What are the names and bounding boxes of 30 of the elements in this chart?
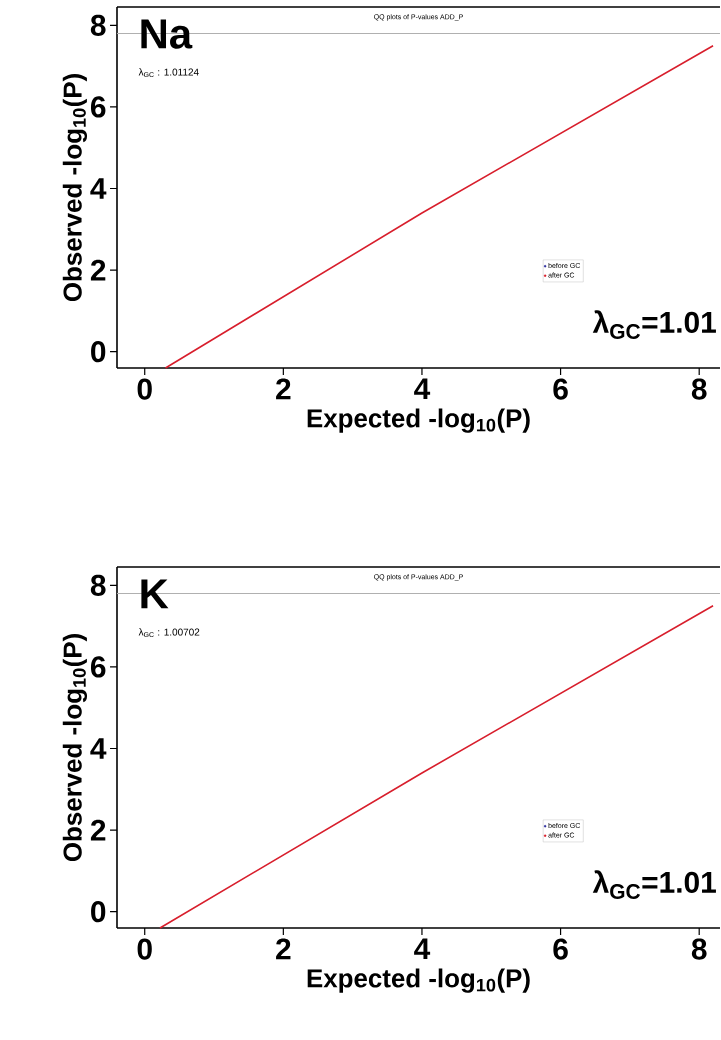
annotation: λ$_{GC}$=1.01 <box>592 310 717 339</box>
y-tick-label: 2 <box>91 259 106 281</box>
x-tick-label: 8 <box>691 378 707 400</box>
x-tick-label: 8 <box>691 938 707 960</box>
annotation: Na <box>141 19 193 49</box>
x-axis-title: Expected -log$_{10}$(P) <box>307 968 530 993</box>
y-tick-label: 0 <box>91 341 106 363</box>
y-tick-label: 8 <box>90 574 106 596</box>
x-tick-label: 4 <box>414 938 431 960</box>
y-tick-label: 0 <box>91 901 106 923</box>
x-tick-label: 2 <box>276 938 291 960</box>
annotation: K <box>141 579 169 609</box>
y-tick-label: 8 <box>90 14 106 36</box>
y-tick-label: 2 <box>91 819 106 841</box>
y-tick-label: 6 <box>91 96 106 118</box>
annotation: λ$_{GC}$=1.01 <box>592 870 717 899</box>
y-tick-label: 4 <box>90 738 107 759</box>
y-axis-title: Observed -log$_{10}$(P) <box>62 634 88 862</box>
x-tick-label: 6 <box>553 378 568 400</box>
annotation: λ$_{GC}$ : 1.00702 <box>138 628 200 638</box>
x-tick-label: 0 <box>137 378 152 400</box>
y-axis-title: Observed -log$_{10}$(P) <box>62 74 88 302</box>
x-tick-label: 2 <box>276 378 291 400</box>
x-tick-label: 4 <box>414 378 431 400</box>
x-tick-label: 0 <box>137 938 152 960</box>
annotation: λ$_{GC}$ : 1.01124 <box>138 68 199 78</box>
y-tick-label: 4 <box>90 178 107 199</box>
y-tick-label: 6 <box>91 656 106 678</box>
x-tick-label: 6 <box>553 938 568 960</box>
x-axis-title: Expected -log$_{10}$(P) <box>307 408 530 433</box>
